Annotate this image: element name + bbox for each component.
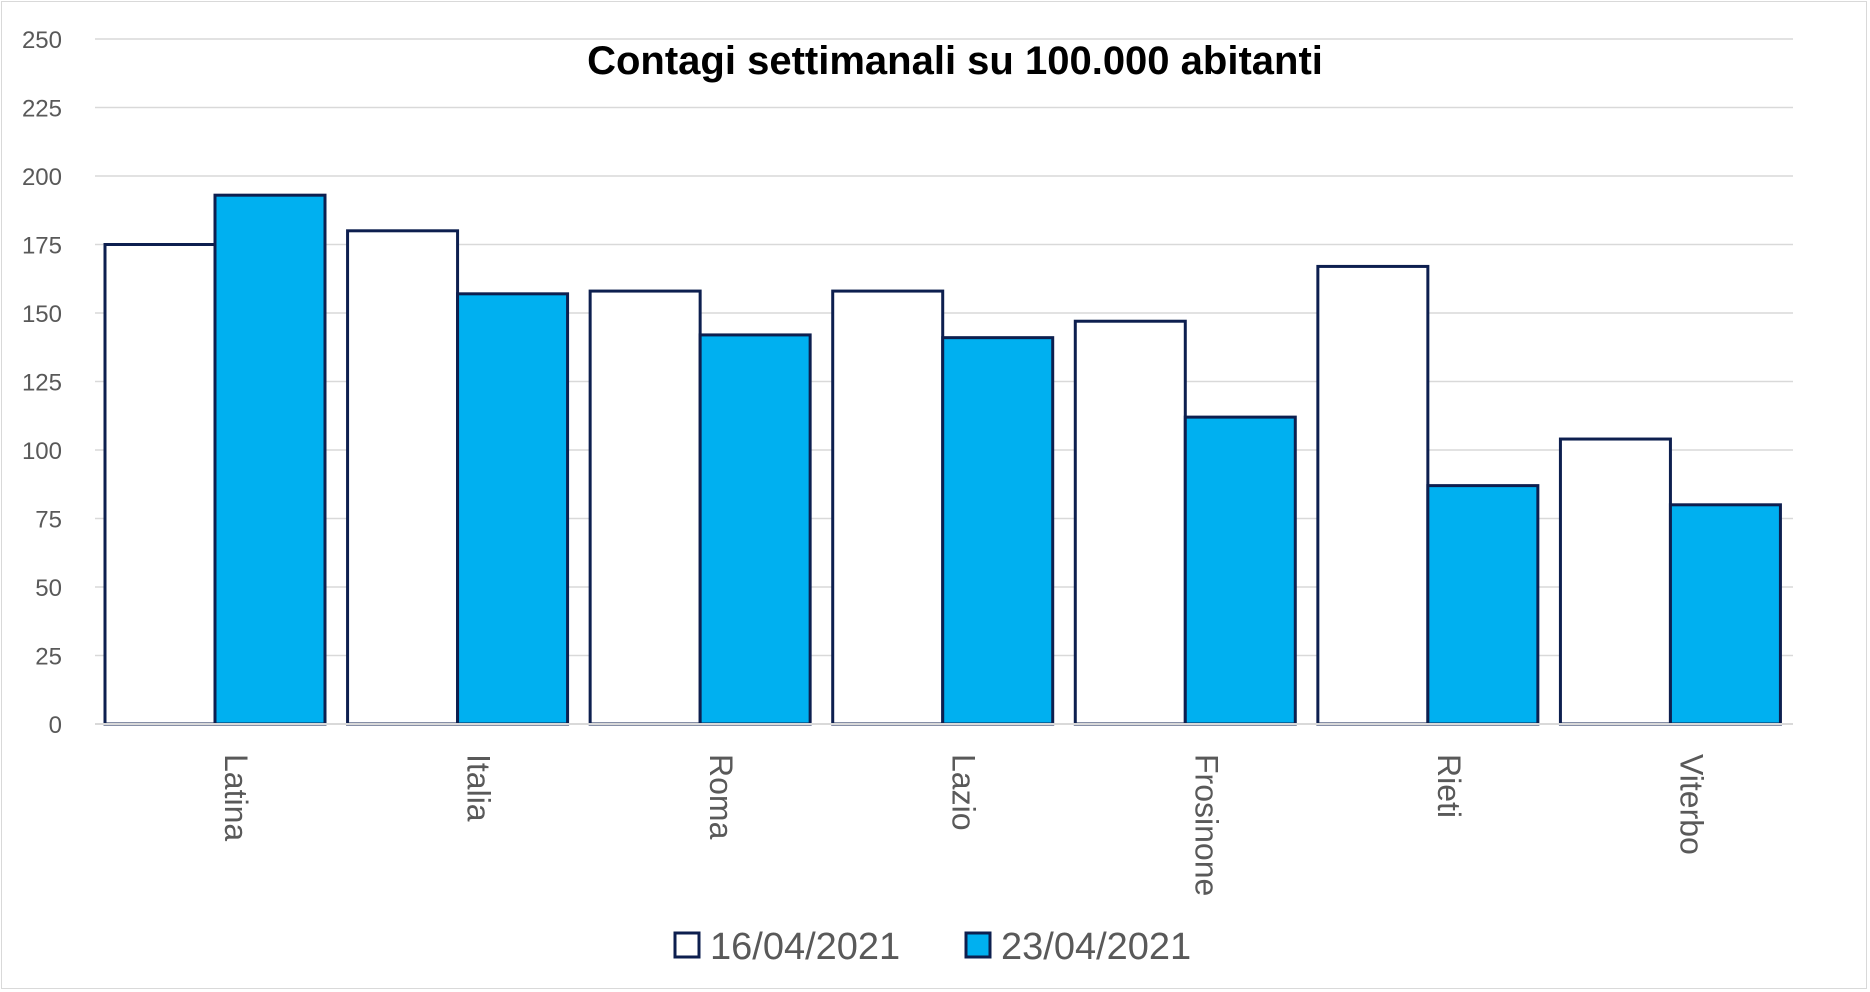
legend: 16/04/2021 23/04/2021 — [673, 926, 1191, 968]
y-tick-label: 0 — [49, 712, 62, 739]
legend-label-23-04-2021: 23/04/2021 — [1001, 926, 1191, 968]
x-tick-label: Latina — [218, 754, 254, 841]
bar-frosinone-series-2 — [1183, 415, 1297, 726]
y-tick-label: 150 — [22, 301, 62, 328]
x-tick-label: Viterbo — [1673, 754, 1709, 855]
y-tick-label: 75 — [35, 507, 62, 534]
bar-rieti-series-1 — [1316, 264, 1430, 726]
y-tick-label: 200 — [22, 164, 62, 191]
bar-roma-series-1 — [588, 289, 702, 726]
x-tick-label: Lazio — [946, 754, 982, 831]
bar-frosinone-series-1 — [1073, 319, 1187, 726]
bar-rieti-series-2 — [1426, 484, 1540, 726]
bars — [103, 193, 1782, 726]
x-tick-label: Rieti — [1431, 754, 1467, 818]
y-tick-label: 100 — [22, 438, 62, 465]
y-tick-label: 175 — [22, 233, 62, 260]
y-tick-label: 25 — [35, 644, 62, 671]
legend-swatch-23-04-2021 — [964, 931, 992, 959]
y-tick-label: 250 — [22, 27, 62, 54]
legend-label-16-04-2021: 16/04/2021 — [710, 926, 900, 968]
bar-roma-series-2 — [698, 333, 812, 726]
bar-lazio-series-1 — [831, 289, 945, 726]
bar-latina-series-2 — [213, 193, 327, 726]
y-tick-label: 50 — [35, 575, 62, 602]
bar-latina-series-1 — [103, 243, 217, 726]
bar-viterbo-series-1 — [1558, 437, 1672, 726]
y-axis-ticks: 0 25 50 75 100 125 150 175 200 225 250 — [22, 27, 62, 739]
bar-lazio-series-2 — [941, 336, 1055, 726]
y-tick-label: 125 — [22, 370, 62, 397]
legend-swatch-16-04-2021 — [673, 931, 701, 959]
y-tick-label: 225 — [22, 96, 62, 123]
chart-title: Contagi settimanali su 100.000 abitanti — [587, 39, 1323, 83]
x-axis-labels: Latina Italia Roma Lazio Frosinone Rieti Viter… — [218, 754, 1709, 896]
bar-viterbo-series-2 — [1668, 503, 1782, 726]
bar-italia-series-1 — [346, 229, 460, 726]
bar-italia-series-2 — [456, 292, 570, 726]
x-tick-label: Frosinone — [1188, 754, 1224, 896]
x-tick-label: Roma — [703, 754, 739, 840]
x-tick-label: Italia — [461, 754, 497, 822]
